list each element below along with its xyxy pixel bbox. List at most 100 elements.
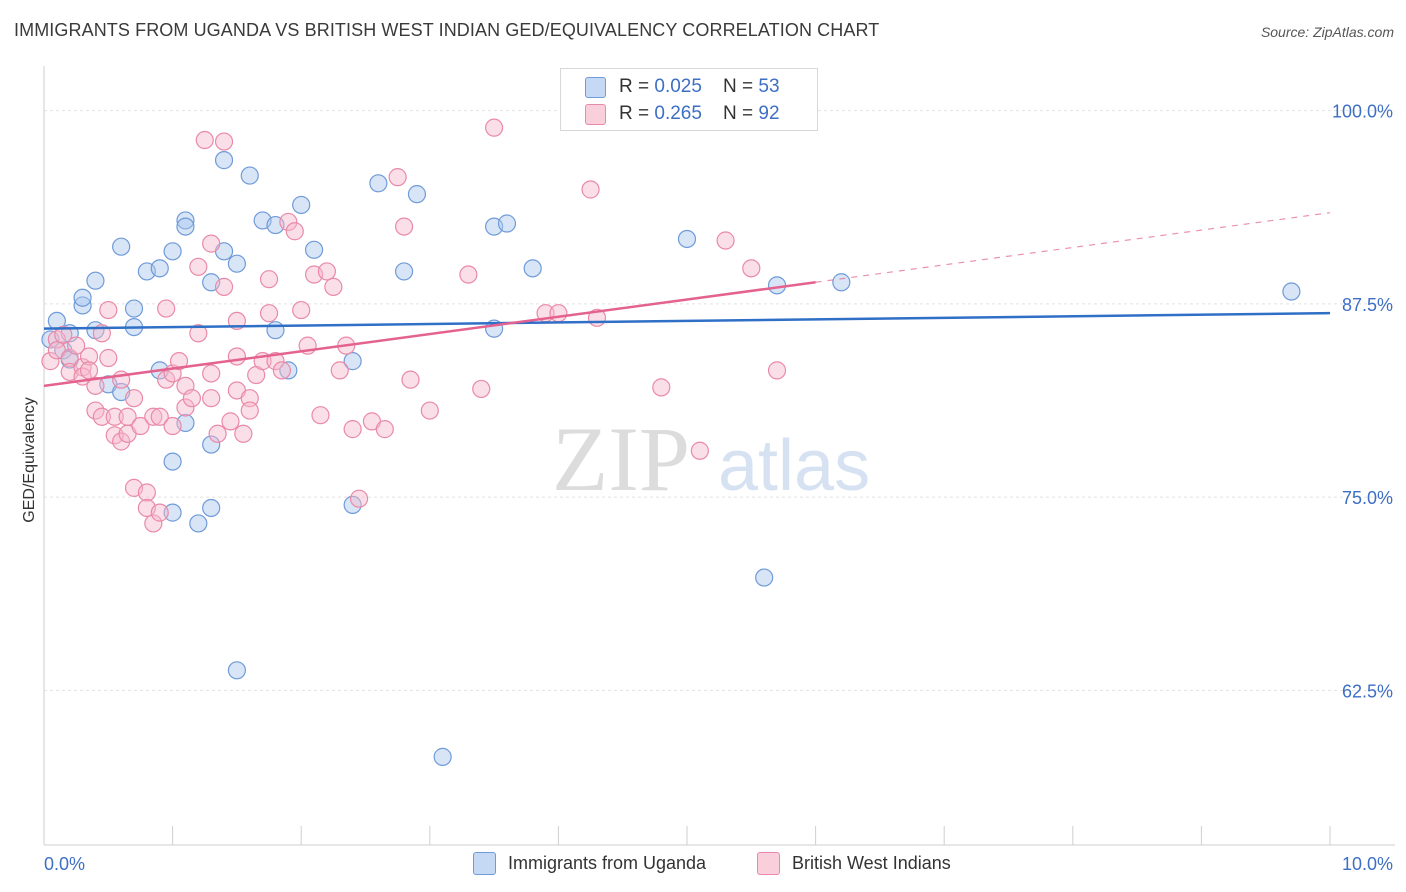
chart-source: Source: ZipAtlas.com bbox=[1260, 24, 1394, 40]
bwi-point bbox=[240, 389, 259, 408]
bwi-point bbox=[79, 361, 99, 380]
bwi-point bbox=[549, 304, 568, 323]
bwi-point bbox=[150, 407, 169, 426]
bwi-point bbox=[690, 441, 709, 460]
bwi-point bbox=[182, 389, 201, 408]
bottom-legend: Immigrants from Uganda British West Indi… bbox=[0, 852, 1406, 876]
x-tick-label: 10.0% bbox=[1342, 854, 1393, 874]
bwi-trendline bbox=[43, 281, 816, 388]
bwi-point bbox=[202, 389, 221, 408]
uganda-point bbox=[677, 229, 697, 249]
uganda-point bbox=[1282, 282, 1301, 301]
bwi-point bbox=[195, 130, 214, 150]
bwi-point bbox=[259, 270, 279, 289]
bottom-legend-bwi: British West Indians bbox=[757, 852, 951, 875]
uganda-point bbox=[214, 151, 234, 170]
uganda-point bbox=[369, 174, 388, 193]
bwi-point bbox=[343, 420, 362, 439]
uganda-point bbox=[755, 568, 774, 587]
uganda-point bbox=[407, 185, 427, 204]
bwi-point bbox=[169, 352, 189, 371]
bwi-point bbox=[485, 118, 504, 137]
bwi-point bbox=[472, 379, 491, 399]
y-tick-label: 62.5% bbox=[1342, 681, 1393, 701]
bwi-point bbox=[401, 370, 420, 389]
bwi-point bbox=[272, 361, 292, 380]
bwi-point bbox=[150, 503, 169, 522]
bwi-point bbox=[202, 364, 221, 383]
bwi-point bbox=[189, 257, 208, 276]
bwi-point bbox=[581, 180, 600, 199]
bwi-point bbox=[266, 352, 285, 371]
bwi-point bbox=[388, 168, 407, 187]
uganda-point bbox=[767, 276, 787, 295]
uganda-point bbox=[176, 217, 195, 236]
bwi-point bbox=[124, 389, 144, 408]
bwi-point bbox=[324, 277, 343, 296]
bwi-point bbox=[652, 378, 671, 397]
bwi-point bbox=[41, 352, 60, 371]
uganda-point bbox=[227, 254, 246, 273]
uganda-point bbox=[112, 237, 131, 256]
bwi-point bbox=[375, 420, 394, 439]
bwi-point bbox=[176, 398, 195, 417]
y-tick-label: 87.5% bbox=[1342, 295, 1393, 315]
y-tick-label: 100.0% bbox=[1332, 102, 1393, 122]
legend-box: R = 0.025 N = 53 R = 0.265 N = 92 bbox=[560, 68, 818, 131]
legend-text-uganda: R = 0.025 N = 53 bbox=[619, 76, 780, 97]
uganda-point bbox=[304, 240, 324, 259]
bwi-point bbox=[163, 416, 182, 436]
bwi-point bbox=[311, 406, 330, 425]
bwi-point bbox=[317, 262, 337, 281]
uganda-point bbox=[523, 259, 542, 278]
uganda-point bbox=[240, 166, 259, 185]
uganda-point bbox=[394, 262, 414, 281]
legend-text-bwi: R = 0.265 N = 92 bbox=[619, 103, 780, 124]
uganda-point bbox=[202, 435, 221, 454]
bwi-point bbox=[54, 325, 73, 344]
bwi-point bbox=[214, 277, 234, 296]
uganda-point bbox=[163, 452, 182, 471]
uganda-point bbox=[124, 299, 144, 318]
y-tick-label: 75.0% bbox=[1342, 488, 1393, 508]
bwi-point bbox=[214, 132, 234, 151]
bottom-legend-uganda: Immigrants from Uganda bbox=[473, 852, 706, 875]
uganda-point bbox=[86, 271, 105, 290]
uganda-point bbox=[497, 214, 517, 233]
watermark-zip: ZIP bbox=[552, 408, 690, 510]
bottom-legend-swatch-bwi bbox=[757, 852, 780, 875]
bwi-point bbox=[285, 222, 304, 241]
bwi-point bbox=[67, 336, 86, 355]
bwi-point bbox=[92, 407, 111, 426]
bwi-point bbox=[137, 483, 156, 502]
uganda-point bbox=[150, 259, 169, 278]
uganda-point bbox=[73, 296, 92, 315]
legend-swatch-bwi bbox=[585, 103, 606, 125]
bwi-point bbox=[394, 217, 414, 236]
uganda-point bbox=[832, 273, 851, 292]
bwi-point bbox=[420, 401, 439, 420]
bwi-point bbox=[86, 376, 105, 395]
bwi-point bbox=[716, 231, 735, 250]
bwi-point bbox=[131, 416, 150, 436]
uganda-point bbox=[292, 195, 311, 215]
bwi-point bbox=[202, 234, 221, 253]
bwi-point bbox=[742, 259, 761, 278]
uganda-point bbox=[266, 321, 285, 340]
chart-title: IMMIGRANTS FROM UGANDA VS BRITISH WEST I… bbox=[14, 20, 880, 40]
uganda-point bbox=[202, 498, 221, 518]
uganda-point bbox=[227, 661, 246, 680]
bwi-point bbox=[767, 361, 787, 380]
x-tick-label: 0.0% bbox=[44, 854, 85, 874]
bwi-point bbox=[105, 407, 124, 426]
bwi-point bbox=[240, 401, 259, 420]
uganda-point bbox=[163, 242, 182, 261]
bwi-point bbox=[79, 347, 99, 366]
watermark-atlas: atlas bbox=[718, 426, 870, 506]
uganda-point bbox=[176, 211, 195, 230]
bwi-point bbox=[227, 347, 246, 366]
bwi-point bbox=[99, 300, 118, 320]
bottom-legend-label-uganda: Immigrants from Uganda bbox=[508, 853, 707, 873]
uganda-point bbox=[73, 288, 92, 307]
bwi-point bbox=[221, 412, 240, 431]
